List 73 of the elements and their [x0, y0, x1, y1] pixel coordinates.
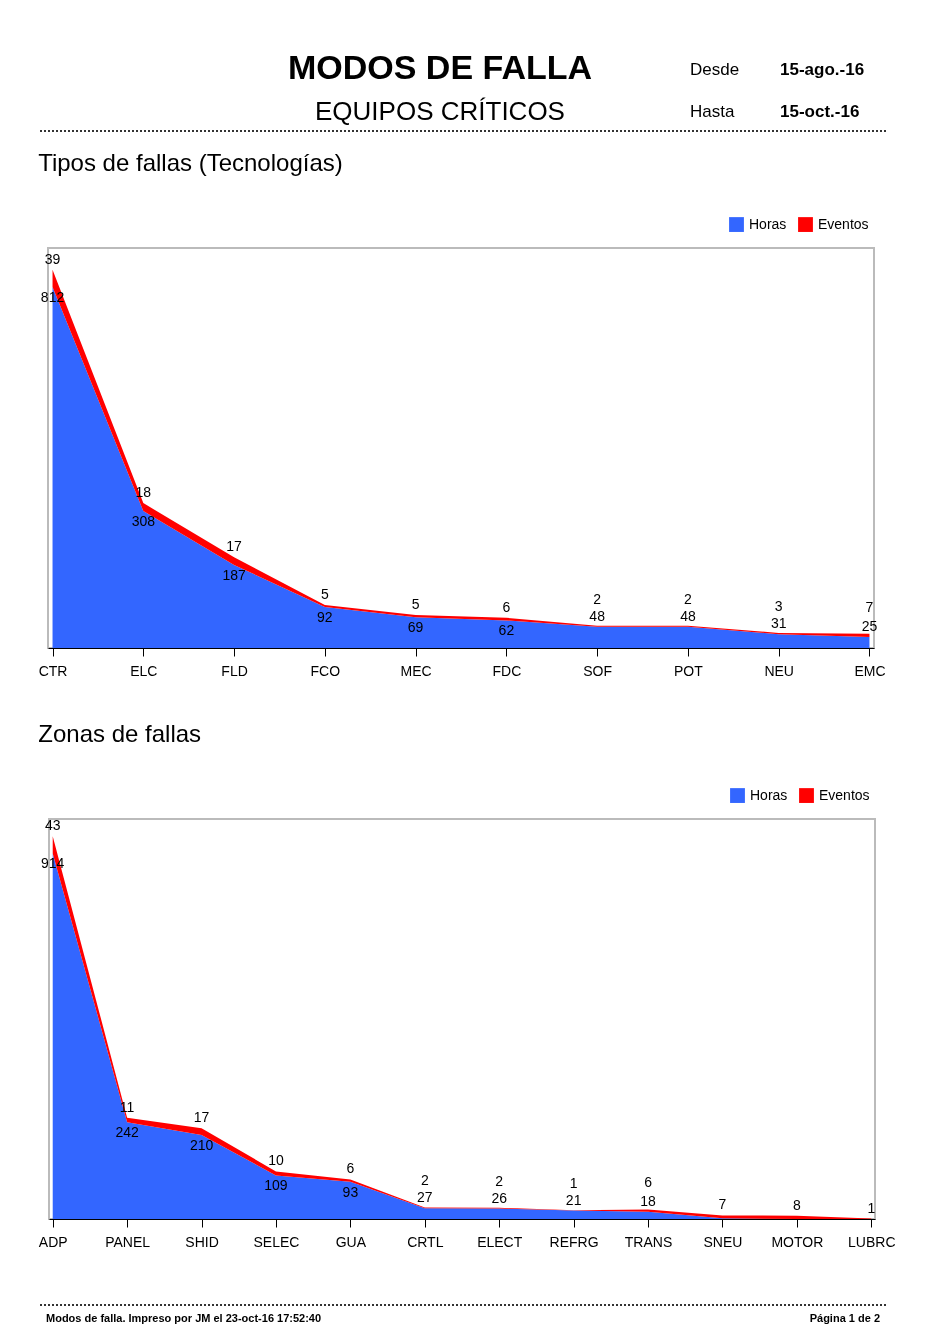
data-label: 48	[589, 607, 606, 624]
data-label: 7	[865, 598, 874, 615]
data-label: 17	[193, 1109, 210, 1126]
legend-label: Horas	[749, 215, 787, 232]
legend-label: Eventos	[818, 215, 869, 232]
data-label: 2	[684, 590, 693, 607]
data-label: 25	[861, 617, 878, 634]
data-label: 8	[792, 1196, 801, 1213]
x-tick-label: SELEC	[253, 1233, 300, 1250]
text: MODOS DE FALLA	[286, 48, 594, 87]
x-tick-label: SOF	[583, 662, 613, 679]
x-tick-label: ELECT	[477, 1233, 523, 1250]
x-tick-label: FCO	[310, 662, 341, 679]
data-label: 109	[264, 1177, 288, 1194]
data-label: 43	[44, 817, 61, 834]
x-tick-label: CRTL	[407, 1233, 444, 1250]
x-tick-label: PANEL	[105, 1233, 151, 1250]
data-label: 21	[565, 1191, 582, 1208]
chart-title: Zonas de fallas	[38, 720, 202, 747]
data-label: 27	[417, 1189, 433, 1206]
text: EQUIPOS CRÍTICOS	[314, 96, 566, 127]
data-label: 242	[115, 1124, 140, 1141]
x-tick-label: FDC	[492, 662, 522, 679]
data-label: 6	[502, 598, 511, 615]
text: Desde	[690, 60, 740, 80]
x-tick-label: EMC	[854, 662, 886, 679]
x-tick-label: NEU	[764, 662, 794, 679]
text: Modos de falla. Impreso por JM el 23-oct-16 17:52:40	[46, 1312, 322, 1324]
x-tick-label: REFRG	[549, 1233, 599, 1250]
data-label: 210	[189, 1137, 214, 1153]
x-tick-label: LUBRC	[848, 1233, 896, 1250]
data-label: 39	[44, 250, 61, 267]
data-label: 17	[226, 538, 243, 555]
x-tick-label: CTR	[38, 662, 68, 679]
legend-label: Horas	[750, 786, 788, 803]
x-tick-label: MOTOR	[771, 1233, 824, 1250]
data-label: 6	[346, 1160, 355, 1177]
text: Hasta	[690, 102, 735, 122]
data-label: 31	[770, 615, 787, 632]
data-label: 18	[640, 1192, 657, 1209]
data-label: 1	[867, 1199, 876, 1216]
data-label: 2	[593, 590, 602, 607]
x-tick-label: FLD	[221, 662, 248, 679]
x-tick-label: ADP	[38, 1233, 68, 1250]
data-label: 48	[680, 607, 696, 624]
data-label: 5	[320, 585, 329, 602]
x-tick-label: GUA	[335, 1233, 367, 1250]
x-tick-label: TRANS	[624, 1233, 673, 1250]
x-tick-label: SNEU	[703, 1233, 743, 1250]
x-tick-label: SHID	[185, 1233, 219, 1250]
data-label: 6	[644, 1174, 653, 1191]
data-label: 308	[131, 513, 156, 530]
data-label: 7	[718, 1196, 727, 1213]
data-label: 26	[491, 1189, 508, 1206]
data-label: 187	[222, 566, 246, 583]
data-label: 3	[774, 597, 783, 614]
chart-title: Tipos de fallas (Tecnologías)	[38, 149, 343, 176]
text: Página 1 de 2	[809, 1312, 880, 1324]
data-label: 2	[420, 1172, 429, 1189]
x-tick-label: ELC	[130, 662, 158, 679]
data-label: 62	[498, 622, 515, 639]
data-label: 2	[495, 1172, 504, 1189]
data-label: 1	[569, 1175, 578, 1192]
x-tick-label: MEC	[400, 662, 432, 679]
data-label: 92	[317, 609, 333, 626]
x-tick-label: POT	[674, 662, 704, 679]
data-label: 69	[407, 619, 424, 636]
data-label: 5	[411, 596, 420, 613]
legend-label: Eventos	[819, 786, 870, 803]
data-label: 93	[342, 1183, 359, 1200]
text: 15-oct.-16	[780, 102, 860, 122]
text: 15-ago.-16	[780, 60, 865, 80]
data-label: 10	[268, 1152, 284, 1169]
